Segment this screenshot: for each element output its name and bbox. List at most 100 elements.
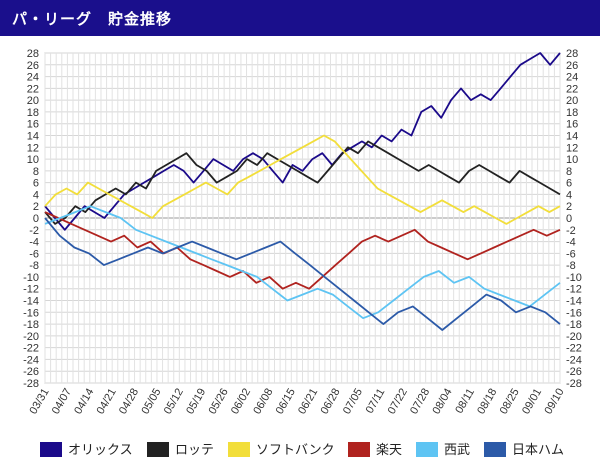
y-tick-label-right: 20: [566, 95, 578, 107]
y-tick-label-left: -2: [29, 225, 39, 237]
legend-swatch: [348, 442, 370, 457]
y-tick-label-left: -22: [23, 343, 39, 355]
y-tick-label-left: -18: [23, 319, 39, 331]
y-tick-label-right: -4: [566, 237, 576, 249]
y-tick-label-right: -28: [566, 378, 582, 390]
y-tick-label-left: 4: [33, 189, 39, 201]
x-tick-label: 04/21: [95, 387, 119, 417]
y-tick-label-right: 28: [566, 48, 578, 60]
x-tick-label: 04/28: [117, 387, 141, 417]
legend-label: ロッテ: [175, 442, 214, 457]
series-lines: [44, 52, 561, 331]
x-tick-label: 07/22: [386, 387, 410, 417]
y-tick-label-left: 20: [27, 95, 39, 107]
legend-label: 日本ハム: [512, 442, 564, 457]
legend-label: 西武: [444, 442, 470, 457]
series-line: [44, 217, 561, 331]
x-tick-label: 06/02: [229, 387, 253, 417]
x-tick-label: 08/04: [430, 387, 454, 417]
y-tick-label-left: -16: [23, 307, 39, 319]
y-tick-label-left: -24: [23, 354, 39, 366]
y-tick-label-left: 12: [27, 142, 39, 154]
y-tick-label-left: 26: [27, 60, 39, 72]
y-tick-label-right: 6: [566, 178, 572, 190]
y-tick-label-right: -12: [566, 284, 582, 296]
y-tick-label-right: 12: [566, 142, 578, 154]
y-tick-label-right: 8: [566, 166, 572, 178]
legend-label: 楽天: [376, 442, 402, 457]
y-tick-label-left: 28: [27, 48, 39, 60]
y-tick-label-right: -8: [566, 260, 576, 272]
x-tick-label: 06/15: [274, 387, 298, 417]
series-line: [44, 140, 561, 225]
y-tick-label-right: -2: [566, 225, 576, 237]
y-tick-label-right: 4: [566, 189, 572, 201]
legend-swatch: [416, 442, 438, 457]
x-tick-label: 07/28: [408, 387, 432, 417]
y-tick-label-left: 24: [27, 72, 39, 84]
grid: [44, 52, 561, 384]
y-tick-label-right: -24: [566, 354, 582, 366]
y-tick-label-left: 16: [27, 119, 39, 131]
y-tick-label-right: 16: [566, 119, 578, 131]
y-tick-label-left: -4: [29, 237, 39, 249]
y-tick-label-right: 24: [566, 72, 578, 84]
y-tick-label-left: 22: [27, 83, 39, 95]
y-tick-label-right: -22: [566, 343, 582, 355]
y-tick-label-right: 10: [566, 154, 578, 166]
series-line: [44, 52, 561, 231]
y-tick-label-right: -26: [566, 366, 582, 378]
chart-title: パ・リーグ 貯金推移: [12, 10, 173, 28]
y-tick-label-right: -14: [566, 296, 582, 308]
y-tick-label-left: 0: [33, 213, 39, 225]
y-tick-label-right: 18: [566, 107, 578, 119]
x-tick-label: 09/01: [520, 387, 544, 417]
y-tick-label-left: 18: [27, 107, 39, 119]
y-tick-label-left: -8: [29, 260, 39, 272]
x-tick-label: 03/31: [27, 387, 51, 417]
x-tick-label: 04/07: [50, 387, 74, 417]
savings-trend-chart: 2826242220181614121086420-2-4-6-8-10-12-…: [23, 48, 582, 457]
legend-swatch: [484, 442, 506, 457]
legend: オリックス ロッテ ソフトバンク 楽天 西武 日本ハム: [40, 442, 564, 457]
legend-label: ソフトバンク: [256, 442, 335, 457]
y-tick-label-right: 2: [566, 201, 572, 213]
y-tick-label-right: -20: [566, 331, 582, 343]
y-tick-label-left: 8: [33, 166, 39, 178]
x-tick-label: 06/21: [296, 387, 320, 417]
x-axis-labels: 03/3104/0704/1404/2104/2805/0505/1205/19…: [27, 386, 566, 416]
y-tick-label-right: 14: [566, 131, 578, 143]
x-tick-label: 05/19: [184, 387, 208, 417]
x-tick-label: 09/10: [542, 387, 566, 417]
series-line: [44, 134, 561, 225]
legend-swatch: [147, 442, 169, 457]
x-tick-label: 07/05: [341, 387, 365, 417]
y-axis-left: 2826242220181614121086420-2-4-6-8-10-12-…: [23, 48, 39, 390]
y-tick-label-left: -14: [23, 296, 39, 308]
y-tick-label-left: -26: [23, 366, 39, 378]
y-tick-label-left: -6: [29, 248, 39, 260]
y-tick-label-right: -16: [566, 307, 582, 319]
legend-swatch: [40, 442, 62, 457]
chart-header: パ・リーグ 貯金推移: [0, 0, 600, 36]
x-tick-label: 08/11: [453, 387, 477, 416]
series-line: [44, 211, 561, 290]
x-tick-label: 08/25: [498, 387, 522, 417]
y-tick-label-right: -10: [566, 272, 582, 284]
legend-label: オリックス: [68, 442, 133, 457]
y-tick-label-right: -18: [566, 319, 582, 331]
x-tick-label: 05/12: [162, 387, 186, 417]
y-tick-label-right: 26: [566, 60, 578, 72]
x-tick-label: 08/18: [475, 386, 499, 416]
series-line: [44, 205, 561, 320]
y-tick-label-left: 6: [33, 178, 39, 190]
y-tick-label-right: -6: [566, 248, 576, 260]
y-tick-label-left: 14: [27, 131, 39, 143]
y-tick-label-right: 22: [566, 83, 578, 95]
x-tick-label: 05/26: [207, 387, 231, 417]
y-tick-label-left: -12: [23, 284, 39, 296]
y-tick-label-left: -28: [23, 378, 39, 390]
x-tick-label: 04/14: [72, 387, 96, 417]
legend-swatch: [228, 442, 250, 457]
y-tick-label-left: 10: [27, 154, 39, 166]
